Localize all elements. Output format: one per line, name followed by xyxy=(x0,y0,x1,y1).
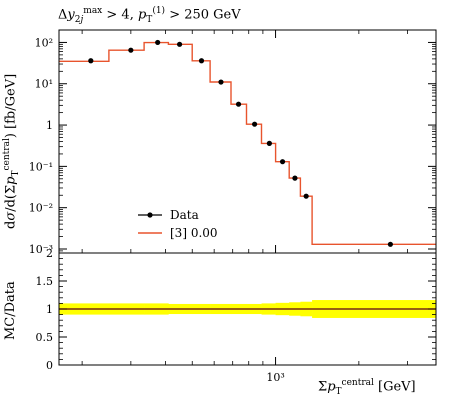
y-tick-label: 10² xyxy=(35,36,53,49)
data-point xyxy=(279,159,286,165)
data-point xyxy=(88,58,94,64)
data-point xyxy=(251,121,258,127)
x-tick-label: 10³ xyxy=(266,371,284,384)
legend-mc-label: [3] 0.00 xyxy=(170,226,218,240)
y-tick-label: 10⁻² xyxy=(29,202,53,215)
x-axis-label: ΣpTcentral [GeV] xyxy=(318,378,416,397)
y-tick-label: 10⁻³ xyxy=(29,243,53,256)
data-point xyxy=(292,175,298,181)
y-axis-label: dσ/d(ΣpTcentral) [fb/GeV] xyxy=(2,73,21,229)
ratio-y-tick-label: 1.5 xyxy=(36,275,54,288)
ratio-y-tick-label: 2 xyxy=(46,247,53,260)
ratio-y-tick-label: 1 xyxy=(46,303,53,316)
data-point xyxy=(387,241,393,247)
y-tick-label: 10¹ xyxy=(35,78,53,91)
ratio-y-axis-label: MC/Data xyxy=(3,281,18,340)
data-point xyxy=(266,140,272,146)
data-point xyxy=(235,101,242,107)
data-point xyxy=(198,58,205,64)
ratio-y-tick-label: 0 xyxy=(46,359,53,372)
ratio-y-tick-label: 0.5 xyxy=(36,331,54,344)
data-point xyxy=(218,79,224,85)
data-point xyxy=(176,41,183,47)
y-tick-label: 1 xyxy=(46,119,53,132)
data-point xyxy=(303,193,309,199)
data-point xyxy=(128,47,134,53)
legend: Data [3] 0.00 xyxy=(138,208,218,240)
main-plot-axes: 10⁻³ 10⁻² 10⁻¹ 1 10¹ 10² xyxy=(29,30,436,256)
data-point xyxy=(155,39,161,46)
ratio-plot-axes: 10³ 0 0.5 1 1.5 2 xyxy=(36,247,436,384)
legend-data-marker xyxy=(147,212,153,218)
chart-title: Δy2jmax > 4, pT(1) > 250 GeV xyxy=(58,6,241,25)
main-plot-series xyxy=(59,39,436,247)
main-plot-frame xyxy=(58,29,437,254)
legend-data-label: Data xyxy=(170,208,199,222)
mc-step-line xyxy=(59,41,436,245)
y-tick-label: 10⁻¹ xyxy=(29,160,53,173)
